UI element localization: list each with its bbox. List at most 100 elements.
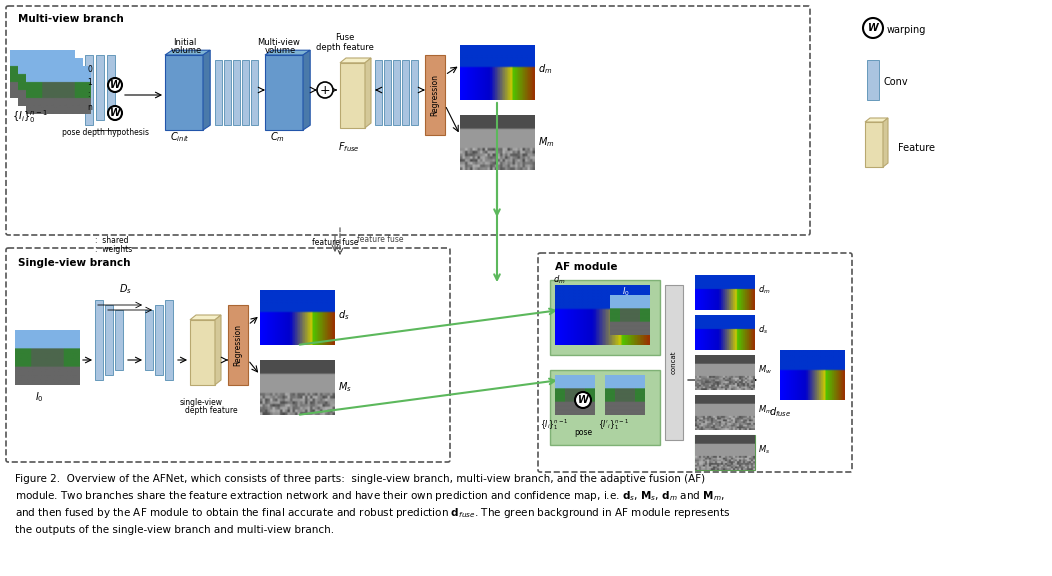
Bar [96, 55, 104, 120]
Bar [550, 370, 660, 445]
Text: :  shared: : shared [95, 236, 128, 245]
Text: $C_{init}$: $C_{init}$ [170, 130, 189, 144]
Text: $M_m$: $M_m$ [538, 135, 554, 149]
Polygon shape [865, 118, 888, 122]
Bar [228, 305, 248, 385]
Text: feature fuse: feature fuse [357, 235, 403, 244]
Bar [105, 305, 113, 375]
Text: 0: 0 [87, 65, 92, 74]
Polygon shape [883, 118, 888, 167]
Text: Initial: Initial [173, 38, 197, 47]
Bar [224, 60, 231, 125]
Circle shape [575, 392, 591, 408]
Text: volume: volume [171, 46, 202, 55]
Bar [384, 60, 391, 125]
Bar [375, 60, 382, 125]
Text: Feature: Feature [898, 143, 935, 153]
Circle shape [108, 106, 122, 120]
Text: $M_m$: $M_m$ [758, 403, 772, 415]
Text: n: n [87, 103, 92, 112]
Text: pose depth hypothesis: pose depth hypothesis [61, 128, 148, 137]
Bar [165, 300, 173, 380]
Text: $\{I_i\}_1^{n-1}$: $\{I_i\}_1^{n-1}$ [540, 418, 568, 433]
Text: :  weights: : weights [95, 245, 133, 254]
Text: $d_m$: $d_m$ [758, 283, 771, 295]
Polygon shape [303, 50, 310, 130]
Text: $d_s$: $d_s$ [758, 323, 768, 335]
Text: Single-view branch: Single-view branch [18, 258, 130, 268]
Text: the outputs of the single-view branch and multi-view branch.: the outputs of the single-view branch an… [15, 525, 335, 535]
Bar [402, 60, 409, 125]
Bar [107, 55, 115, 115]
Polygon shape [865, 122, 883, 167]
Bar [265, 55, 303, 130]
Bar [550, 280, 660, 355]
Text: Multi-view branch: Multi-view branch [18, 14, 124, 24]
Bar [251, 60, 258, 125]
Text: concat: concat [671, 350, 677, 374]
Text: $d_m$: $d_m$ [553, 273, 566, 286]
Text: warping: warping [887, 25, 927, 35]
Bar [95, 300, 103, 380]
Text: Figure 2.  Overview of the AFNet, which consists of three parts:  single-view br: Figure 2. Overview of the AFNet, which c… [15, 474, 705, 484]
Text: +: + [320, 84, 330, 97]
Polygon shape [340, 58, 371, 63]
Text: $F_{fuse}$: $F_{fuse}$ [338, 140, 360, 154]
Text: $M_s$: $M_s$ [338, 380, 351, 394]
Polygon shape [165, 50, 210, 55]
Text: Regression: Regression [430, 74, 440, 116]
Text: pose: pose [574, 428, 592, 437]
Bar [115, 310, 123, 370]
Text: module. Two branches share the feature extraction network and have their own pre: module. Two branches share the feature e… [15, 489, 725, 503]
Polygon shape [190, 315, 221, 320]
Text: Regression: Regression [234, 324, 243, 366]
Text: $I_0$: $I_0$ [622, 286, 630, 298]
Bar [155, 305, 163, 375]
Circle shape [317, 82, 333, 98]
Text: $d_s$: $d_s$ [338, 308, 349, 322]
Text: depth feature: depth feature [316, 43, 373, 52]
Bar [215, 60, 222, 125]
Bar [867, 60, 879, 100]
Polygon shape [215, 315, 221, 385]
Text: volume: volume [265, 46, 297, 55]
Text: $I_0$: $I_0$ [35, 390, 44, 404]
Bar [165, 55, 203, 130]
Polygon shape [365, 58, 371, 128]
Text: single-view: single-view [180, 398, 223, 407]
Text: $M_w$: $M_w$ [758, 363, 772, 376]
Bar [145, 310, 153, 370]
Bar [665, 285, 683, 440]
Text: $D_s$: $D_s$ [119, 282, 132, 296]
Text: 1: 1 [87, 78, 92, 87]
Text: W: W [109, 108, 120, 118]
Text: W: W [578, 395, 588, 405]
Polygon shape [190, 320, 215, 385]
Text: feature fuse: feature fuse [311, 238, 359, 247]
Text: AF module: AF module [555, 262, 618, 272]
Text: W: W [109, 80, 120, 90]
Polygon shape [340, 63, 365, 128]
Text: Multi-view: Multi-view [257, 38, 300, 47]
Text: $d_m$: $d_m$ [538, 62, 552, 76]
Text: depth feature: depth feature [185, 406, 238, 415]
Text: $C_m$: $C_m$ [270, 130, 285, 144]
Bar [695, 435, 755, 470]
Bar [85, 55, 93, 125]
Bar [411, 60, 418, 125]
Text: Fuse: Fuse [336, 33, 355, 42]
Bar [232, 60, 240, 125]
Text: Conv: Conv [883, 77, 908, 87]
Text: $d_{fuse}$: $d_{fuse}$ [769, 405, 791, 419]
Text: $M_s$: $M_s$ [758, 443, 770, 456]
Bar [242, 60, 249, 125]
Text: :: : [87, 90, 89, 99]
Circle shape [108, 78, 122, 92]
Text: and then fused by the AF module to obtain the final accurate and robust predicti: and then fused by the AF module to obtai… [15, 506, 730, 520]
Bar [393, 60, 400, 125]
Text: W: W [868, 23, 878, 33]
Polygon shape [203, 50, 210, 130]
Text: $\{I'_i\}_1^{n-1}$: $\{I'_i\}_1^{n-1}$ [598, 418, 629, 433]
Circle shape [863, 18, 883, 38]
Text: $\{I_i\}_0^{n-1}$: $\{I_i\}_0^{n-1}$ [12, 108, 48, 125]
